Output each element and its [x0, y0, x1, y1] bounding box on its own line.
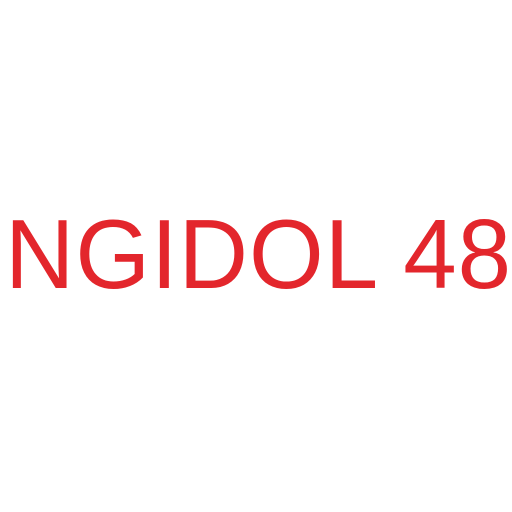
logo-wordmark: NGIDOL 48 — [5, 199, 512, 309]
